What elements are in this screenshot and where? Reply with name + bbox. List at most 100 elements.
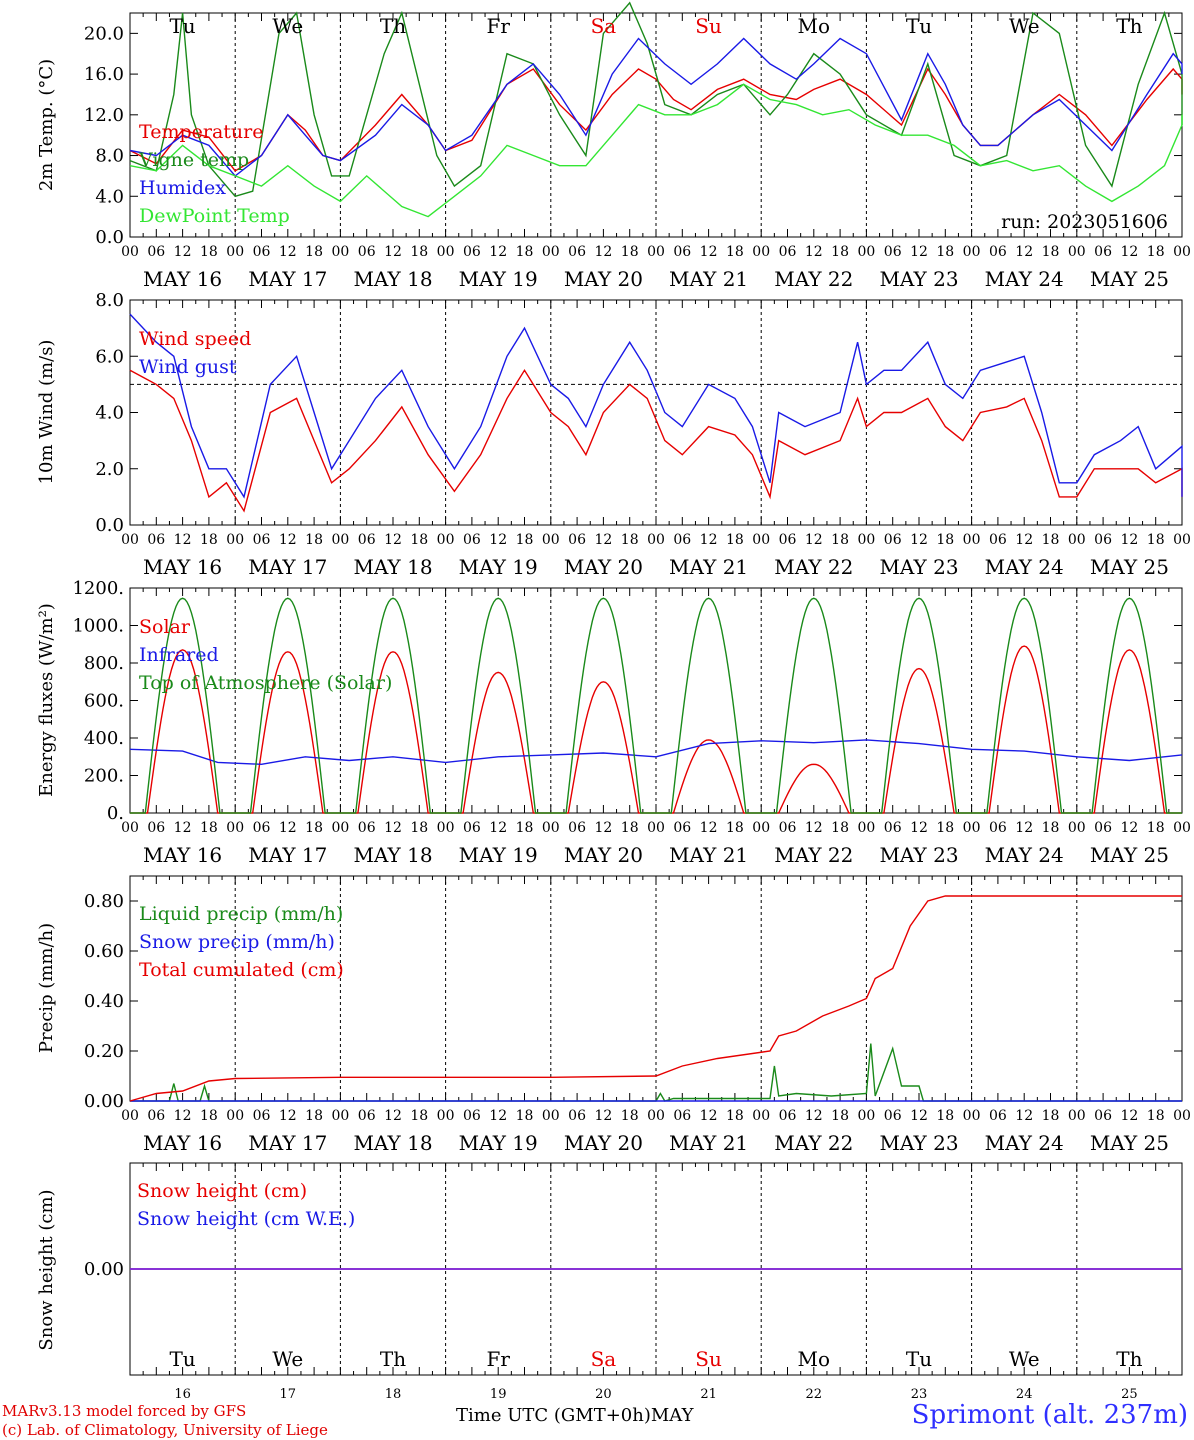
- x-tick-label: 06: [463, 1108, 481, 1124]
- weekday-label: Tu: [169, 14, 195, 38]
- x-tick-label: 18: [1042, 1108, 1060, 1124]
- x-tick-label: 12: [910, 820, 928, 836]
- x-tick-label: 00: [752, 244, 770, 260]
- x-tick-label: 06: [989, 820, 1007, 836]
- x-tick-label: 00: [121, 820, 139, 836]
- x-tick-label: 06: [779, 532, 797, 548]
- legend-entry: Humidex: [139, 177, 226, 199]
- day-label: MAY 20: [564, 555, 643, 579]
- y-tick-label: 400.: [84, 728, 124, 749]
- x-tick-label: 00: [1068, 532, 1086, 548]
- x-tick-label: 06: [673, 244, 691, 260]
- day-label: MAY 22: [774, 267, 853, 291]
- x-tick-label: 18: [410, 244, 428, 260]
- x-tick-label: 06: [884, 532, 902, 548]
- y-tick-label: 0.0: [95, 227, 124, 248]
- series-line-temperature: [129, 67, 1183, 172]
- x-tick-label: 12: [805, 1108, 823, 1124]
- y-tick-label: 4.0: [95, 403, 124, 424]
- weekday-label: Mo: [798, 14, 831, 38]
- weekday-label: Sa: [591, 1347, 617, 1371]
- x-tick-label: 18: [1042, 532, 1060, 548]
- x-tick-label: 12: [1120, 532, 1138, 548]
- legend-entry: Wind gust: [139, 356, 237, 378]
- x-tick-label: 00: [1173, 1108, 1191, 1124]
- x-tick-label: 12: [489, 244, 507, 260]
- x-tick-label: 06: [779, 1108, 797, 1124]
- y-tick-label: 2.0: [95, 459, 124, 480]
- weekday-label: Th: [1116, 14, 1142, 38]
- x-tick-label: 00: [226, 820, 244, 836]
- weekday-label: Tu: [906, 14, 932, 38]
- x-tick-label: 12: [489, 1108, 507, 1124]
- run-label: run: 2023051606: [1001, 211, 1168, 233]
- x-tick-label: 18: [831, 820, 849, 836]
- x-tick-label: 12: [174, 532, 192, 548]
- day-number: 23: [911, 1387, 928, 1402]
- x-tick-label: 12: [1015, 1108, 1033, 1124]
- weekday-label: Su: [695, 14, 722, 38]
- legend-entry: Vigne temp: [138, 149, 249, 171]
- station-label: Sprimont (alt. 237m): [911, 1400, 1188, 1430]
- x-tick-label: 18: [936, 820, 954, 836]
- x-tick-label: 18: [1042, 244, 1060, 260]
- x-tick-label: 12: [910, 532, 928, 548]
- day-label: MAY 23: [879, 555, 958, 579]
- x-tick-label: 00: [437, 820, 455, 836]
- day-number: 16: [174, 1387, 191, 1402]
- footer-lab-text: (c) Lab. of Climatology, University of L…: [2, 1421, 328, 1439]
- day-label: MAY 19: [459, 555, 538, 579]
- x-tick-label: 00: [542, 1108, 560, 1124]
- plot-frame: [129, 12, 1183, 238]
- x-tick-label: 00: [331, 1108, 349, 1124]
- day-label: MAY 17: [248, 843, 327, 867]
- day-number: 17: [280, 1387, 297, 1402]
- y-tick-label: 600.: [84, 691, 124, 712]
- series-line-infrared: [129, 739, 1183, 766]
- x-tick-label: 00: [1068, 244, 1086, 260]
- x-tick-label: 00: [1173, 532, 1191, 548]
- y-tick-label: 0.40: [84, 991, 124, 1012]
- x-tick-label: 18: [621, 820, 639, 836]
- x-tick-label: 18: [1147, 1108, 1165, 1124]
- y-tick-label: 0.0: [95, 515, 124, 536]
- x-tick-label: 00: [647, 244, 665, 260]
- x-tick-label: 18: [831, 532, 849, 548]
- x-tick-label: 18: [621, 532, 639, 548]
- x-tick-label: 06: [884, 1108, 902, 1124]
- x-tick-label: 00: [857, 1108, 875, 1124]
- x-tick-label: 00: [437, 244, 455, 260]
- x-tick-label: 00: [963, 1108, 981, 1124]
- day-number: 20: [595, 1387, 612, 1402]
- series-line-humidex: [129, 37, 1183, 177]
- x-tick-label: 18: [936, 532, 954, 548]
- x-tick-label: 06: [463, 532, 481, 548]
- y-tick-label: 0.00: [84, 1091, 124, 1112]
- x-tick-label: 00: [121, 1108, 139, 1124]
- x-tick-label: 12: [279, 820, 297, 836]
- x-tick-label: 12: [594, 532, 612, 548]
- x-tick-label: 00: [647, 1108, 665, 1124]
- x-tick-label: 12: [910, 1108, 928, 1124]
- x-tick-label: 18: [200, 532, 218, 548]
- weekday-label: Mo: [798, 1347, 831, 1371]
- x-tick-label: 12: [1015, 244, 1033, 260]
- weekday-label: We: [1009, 14, 1040, 38]
- x-tick-label: 00: [752, 532, 770, 548]
- x-tick-label: 12: [174, 820, 192, 836]
- x-tick-label: 12: [1120, 820, 1138, 836]
- x-tick-label: 18: [726, 244, 744, 260]
- x-tick-label: 06: [568, 820, 586, 836]
- day-label: MAY 21: [669, 1131, 748, 1155]
- x-tick-label: 12: [384, 1108, 402, 1124]
- x-tick-label: 18: [726, 1108, 744, 1124]
- x-tick-label: 06: [1094, 820, 1112, 836]
- y-tick-label: 0.60: [84, 941, 124, 962]
- x-tick-label: 00: [1173, 244, 1191, 260]
- x-tick-label: 00: [963, 820, 981, 836]
- weekday-label: Su: [695, 1347, 722, 1371]
- x-tick-label: 06: [358, 244, 376, 260]
- y-tick-label: 0.80: [84, 891, 124, 912]
- day-label: MAY 16: [143, 267, 222, 291]
- x-tick-label: 12: [594, 1108, 612, 1124]
